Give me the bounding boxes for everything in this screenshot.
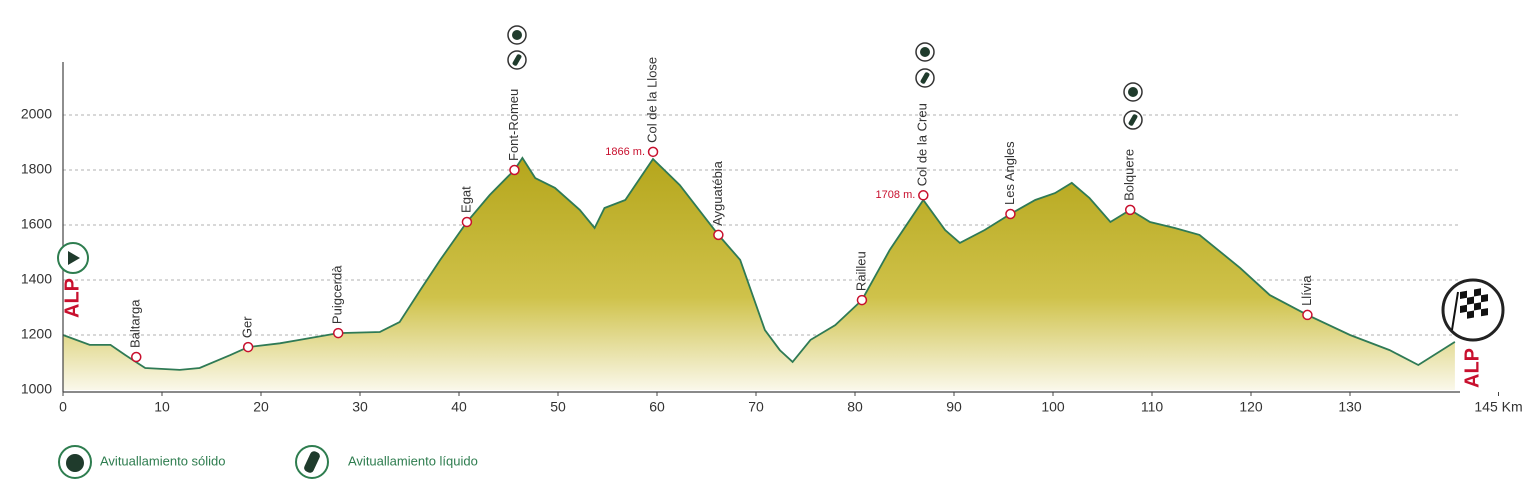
waypoint-label: Les Angles: [1002, 141, 1017, 205]
waypoint-marker: [1302, 309, 1313, 321]
x-tick-label: 110: [1141, 399, 1164, 415]
waypoint-label: Puigcerdà: [330, 265, 345, 324]
x-tick-label: 30: [352, 399, 368, 415]
y-tick-label: 2000: [21, 106, 52, 122]
start-label: ALP: [61, 278, 83, 318]
y-tick-label: 1000: [21, 381, 52, 397]
x-tick-label: 90: [946, 399, 962, 415]
x-tick-label: 130: [1338, 399, 1362, 415]
legend-entry: Avituallamiento sólido: [100, 453, 226, 468]
waypoint-marker: [461, 216, 473, 228]
elevation-annotation: 1708 m.: [876, 189, 916, 201]
x-tick-label: 120: [1239, 399, 1263, 415]
waypoint-label: Railleu: [853, 251, 868, 291]
x-tick-label: 50: [550, 399, 566, 415]
x-tick-label: 0: [59, 399, 67, 415]
y-tick-label: 1800: [21, 161, 52, 177]
waypoint-marker: [918, 190, 929, 201]
waypoint-marker: [1005, 208, 1016, 220]
elevation-area: [63, 157, 1455, 390]
elevation-line: [62, 156, 1456, 371]
x-tick-label: 100: [1041, 399, 1065, 415]
x-tick-label: 145 Km: [1474, 399, 1522, 415]
y-tick-label: 1600: [21, 216, 52, 232]
x-tick-label: 10: [154, 399, 170, 415]
waypoint-label: Ayguatébia: [710, 160, 725, 226]
start-icon: [57, 242, 89, 274]
waypoint-marker: [1124, 204, 1136, 216]
waypoint-marker: [856, 294, 868, 306]
legend-entry: Avituallamiento líquido: [348, 453, 478, 468]
x-tick-label: 40: [451, 399, 467, 415]
waypoint-label: Llívia: [1299, 275, 1314, 306]
waypoint-label: Baltarga: [128, 299, 143, 348]
waypoint-label: Col de la Llose: [644, 57, 659, 143]
waypoint-label: Bolquere: [1122, 149, 1137, 201]
x-tick-label: 70: [748, 399, 764, 415]
x-tick-label: 80: [847, 399, 863, 415]
waypoint-label: Egat: [458, 186, 473, 213]
legend: Avituallamiento sólido Avituallamiento l…: [58, 445, 478, 479]
waypoint-marker: [131, 351, 142, 363]
waypoint-marker: [332, 327, 344, 339]
supply-icons: [507, 25, 1143, 130]
x-tick-label: 20: [253, 399, 269, 415]
elevation-annotation: 1866 m.: [605, 146, 645, 158]
waypoint-marker: [647, 146, 659, 158]
waypoint-label: Font-Romeu: [506, 89, 521, 161]
y-tick-label: 1200: [21, 326, 52, 342]
waypoint-marker: [509, 164, 520, 176]
waypoint-marker: [242, 341, 254, 353]
waypoint-label: Ger: [240, 316, 255, 338]
finish-icon: [1441, 278, 1505, 342]
finish-label: ALP: [1461, 348, 1483, 388]
waypoint-label: Col de la Creu: [915, 103, 930, 186]
x-tick-label: 60: [649, 399, 665, 415]
y-tick-label: 1400: [21, 271, 52, 287]
waypoint-marker: [713, 229, 724, 241]
